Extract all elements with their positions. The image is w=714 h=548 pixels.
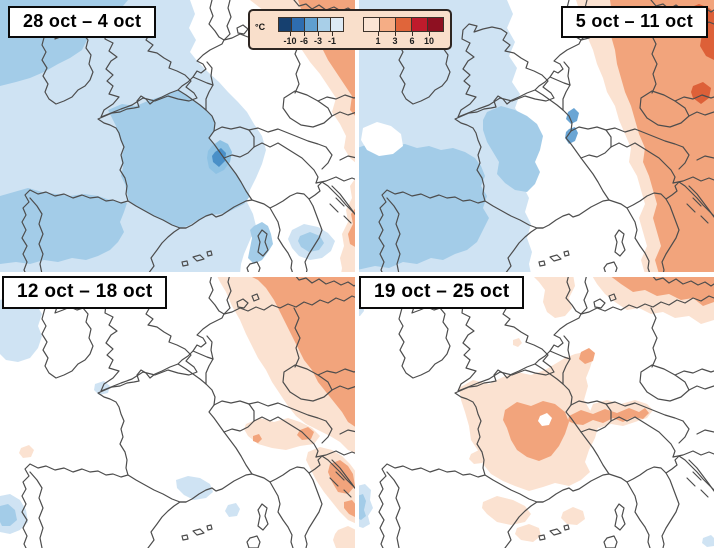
legend-tick-label: 3 [392, 36, 398, 46]
map-week3 [0, 274, 357, 548]
legend-tick [332, 32, 333, 36]
legend-swatch [304, 17, 318, 32]
legend-swatch [330, 17, 344, 32]
legend-swatch [278, 17, 292, 32]
legend-tick-label: 1 [375, 36, 381, 46]
legend-tick-label: -3 [313, 36, 322, 46]
date-range-label-week1: 28 oct – 4 oct [8, 6, 157, 38]
date-range-label-week4: 19 oct – 25 oct [359, 276, 525, 309]
legend-unit-label: °C [255, 22, 266, 32]
map-panel-week3: 12 oct – 18 oct [0, 274, 357, 548]
legend-tick [304, 32, 305, 36]
legend-tick [395, 32, 396, 36]
legend-tick [429, 32, 430, 36]
anomaly-blobs-week2 [357, 0, 714, 274]
legend-tick-label: -6 [299, 36, 308, 46]
legend-tick-label: 10 [423, 36, 434, 46]
legend-swatch [291, 17, 305, 32]
map-week4 [357, 274, 714, 548]
anomaly-blobs-week3 [0, 274, 357, 548]
map-panel-week2: 5 oct – 11 oct [357, 0, 714, 274]
date-range-label-week3: 12 oct – 18 oct [2, 276, 168, 309]
legend-tick [378, 32, 379, 36]
legend-tick-label: 6 [409, 36, 415, 46]
legend-swatch [427, 17, 444, 32]
legend-swatch [411, 17, 428, 32]
map-week2 [357, 0, 714, 274]
legend-tick [290, 32, 291, 36]
date-range-label-week2: 5 oct – 11 oct [560, 6, 708, 38]
legend-tick [412, 32, 413, 36]
legend-tick [318, 32, 319, 36]
map-panel-week4: 19 oct – 25 oct [357, 274, 714, 548]
legend-swatch [379, 17, 396, 32]
anomaly-blobs-week4 [357, 274, 714, 547]
legend-tick-label: -10 [283, 36, 297, 46]
legend-tick-label: -1 [327, 36, 336, 46]
legend-swatch [317, 17, 331, 32]
legend-swatch [363, 17, 380, 32]
panel-divider-horizontal [0, 272, 714, 277]
legend-swatch [395, 17, 412, 32]
color-scale-legend: °C -10 -6 -3 -1 1 3 6 10 [248, 9, 452, 50]
legend-positive-bar [363, 17, 448, 32]
legend-negative-bar [278, 17, 348, 32]
